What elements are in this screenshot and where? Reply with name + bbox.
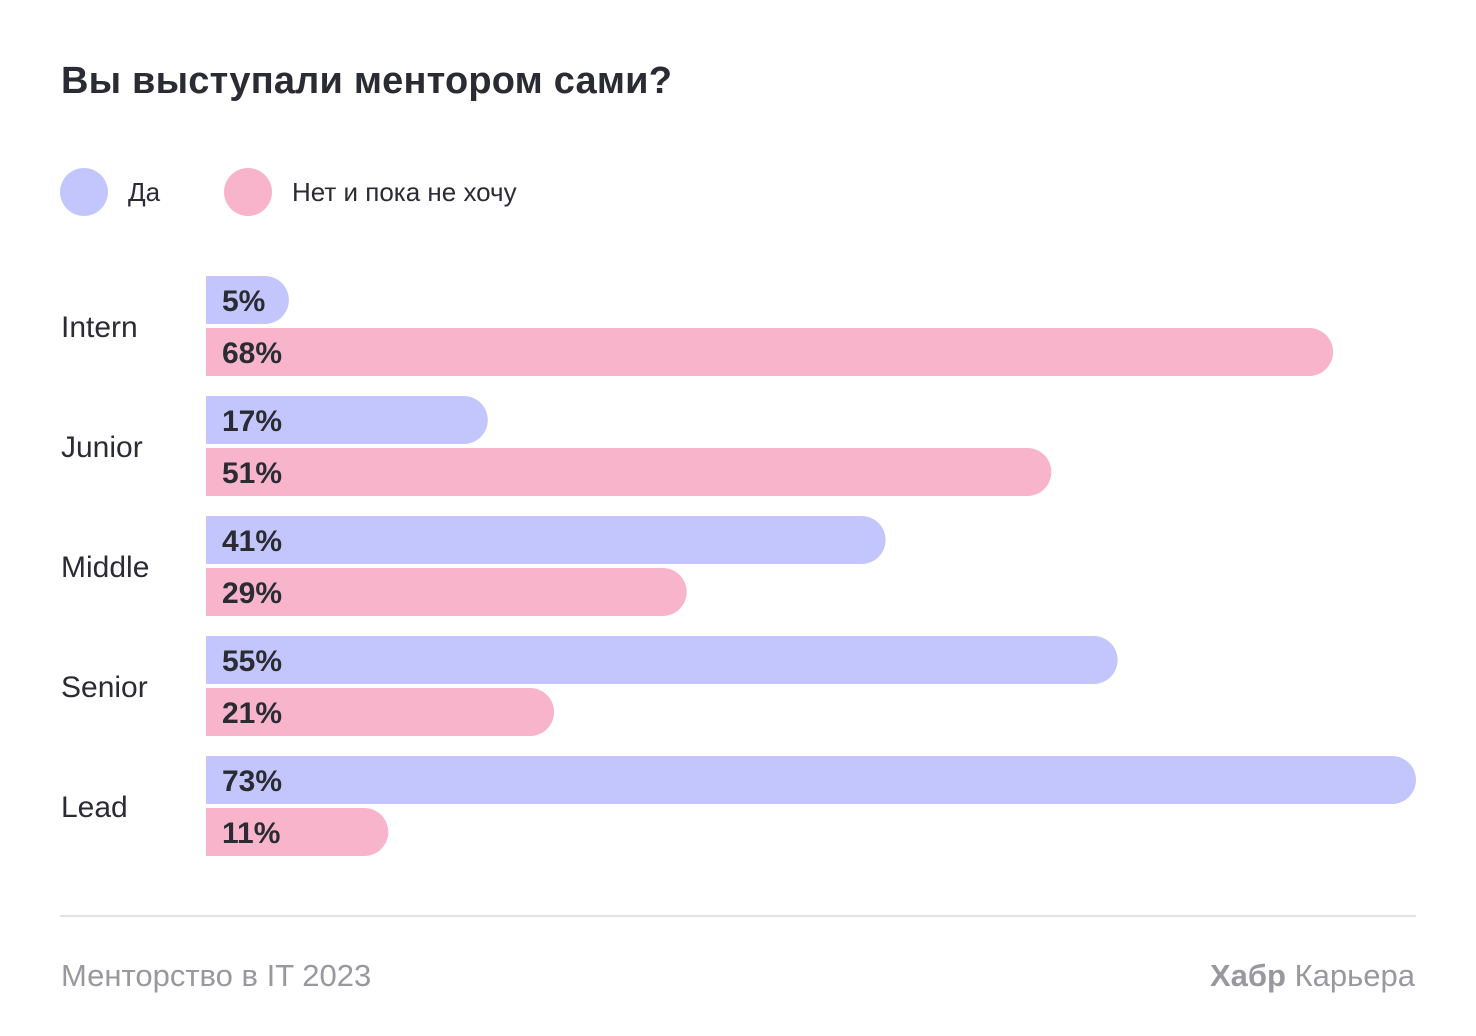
bar-senior-yes <box>206 636 1118 684</box>
category-label-middle: Middle <box>61 551 149 584</box>
chart-title: Вы выступали ментором сами? <box>61 60 673 102</box>
legend-item-yes: Да <box>60 168 160 216</box>
footer-divider <box>60 915 1416 917</box>
brand-name-bold: Хабр <box>1209 958 1286 993</box>
data-label-junior-no: 51% <box>222 457 282 490</box>
data-label-intern-no: 68% <box>222 337 282 370</box>
category-label-junior: Junior <box>61 431 143 464</box>
legend-item-no: Нет и пока не хочу <box>224 168 517 216</box>
bar-junior-yes <box>206 396 488 444</box>
bar-middle-yes <box>206 516 886 564</box>
category-label-intern: Intern <box>61 311 138 344</box>
legend-label-no: Нет и пока не хочу <box>292 176 517 207</box>
bar-intern-yes <box>206 276 289 324</box>
bar-lead-yes <box>206 756 1416 804</box>
category-label-senior: Senior <box>61 671 148 704</box>
bar-junior-no <box>206 448 1052 496</box>
bar-middle-no <box>206 568 687 616</box>
legend-swatch-yes <box>60 168 108 216</box>
data-label-middle-yes: 41% <box>222 525 282 558</box>
brand-name-rest: Карьера <box>1285 958 1415 993</box>
data-label-junior-yes: 17% <box>222 405 282 438</box>
data-label-middle-no: 29% <box>222 577 282 610</box>
footer-brand: Хабр Карьера <box>1210 958 1415 994</box>
data-label-intern-yes: 5% <box>222 285 265 318</box>
data-label-lead-no: 11% <box>222 817 280 850</box>
category-label-lead: Lead <box>61 791 128 824</box>
legend-label-yes: Да <box>128 176 161 207</box>
data-label-senior-yes: 55% <box>222 645 282 678</box>
footer-source: Менторство в IT 2023 <box>61 958 372 993</box>
bar-chart: Intern 5% 68% Junior 17% 51% Middle 41% 29% Senio… <box>61 276 1416 856</box>
bar-intern-no <box>206 328 1334 376</box>
legend-swatch-no <box>224 168 272 216</box>
bar-lead-no <box>206 808 389 856</box>
bar-senior-no <box>206 688 555 736</box>
data-label-senior-no: 21% <box>222 697 282 730</box>
data-label-lead-yes: 73% <box>222 765 282 798</box>
